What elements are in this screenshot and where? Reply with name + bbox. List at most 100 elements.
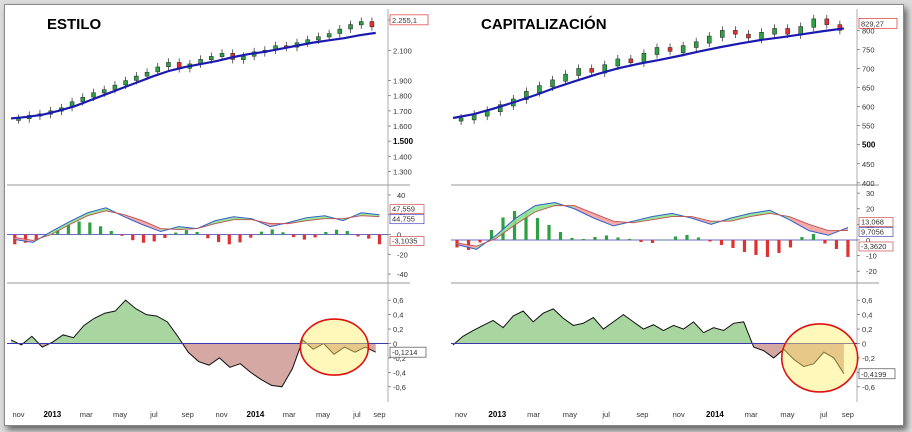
- moving-average-line: [452, 27, 845, 120]
- x-tick-label: may: [780, 410, 794, 419]
- histogram-bar: [302, 234, 306, 240]
- osc-value-label: -3,3620: [861, 242, 886, 251]
- x-tick-label: 2014: [706, 410, 724, 419]
- histogram-bar: [324, 231, 328, 235]
- rs-area-fill: [306, 343, 324, 350]
- rs-tick-label: -0,6: [393, 383, 406, 392]
- histogram-bar: [765, 239, 770, 257]
- candle: [654, 47, 660, 55]
- y-tick-label: 800: [862, 26, 875, 35]
- osc-tick-label: 20: [866, 205, 874, 214]
- candle: [680, 45, 686, 53]
- osc-band-fill: [496, 218, 516, 239]
- candle: [337, 28, 343, 34]
- rs-tick-label: 0: [862, 340, 866, 349]
- histogram-bar: [88, 222, 92, 235]
- candle: [720, 30, 725, 38]
- histogram-bar: [834, 239, 839, 249]
- y-tick-label: 450: [862, 160, 875, 169]
- y-tick-label: 1.500: [393, 137, 414, 146]
- osc-band-fill: [574, 205, 594, 219]
- osc-band-fill: [730, 213, 751, 222]
- histogram-bar: [334, 229, 339, 235]
- candle: [811, 18, 817, 28]
- osc-tick-label: -20: [866, 267, 877, 276]
- chart-title: CAPITALIZACIÓN: [481, 15, 607, 33]
- histogram-bar: [259, 231, 264, 235]
- x-tick-label: 2013: [43, 410, 61, 419]
- y-tick-label: 550: [862, 122, 875, 131]
- histogram-bar: [227, 234, 231, 245]
- candle: [693, 41, 699, 48]
- histogram-bar: [478, 239, 482, 243]
- histogram-bar: [650, 239, 655, 243]
- rs-tick-label: 0,2: [393, 325, 403, 334]
- osc-tick-label: 30: [866, 189, 874, 198]
- histogram-bar: [823, 239, 827, 244]
- price-last-value: 829,27: [861, 19, 884, 28]
- candle: [550, 79, 555, 88]
- histogram-bar: [696, 237, 701, 240]
- osc-band-fill: [215, 216, 234, 224]
- candle: [123, 80, 128, 86]
- histogram-bar: [685, 234, 689, 240]
- osc-band-fill: [750, 210, 770, 217]
- histogram-bar: [195, 231, 199, 235]
- x-tick-label: nov: [673, 410, 685, 419]
- x-tick-label: sep: [182, 410, 194, 419]
- candle: [563, 73, 568, 82]
- osc-tick-label: 0: [397, 231, 401, 240]
- rs-area-fill: [49, 300, 183, 344]
- x-tick-label: may: [563, 410, 577, 419]
- candle: [358, 21, 364, 26]
- histogram-bar: [639, 239, 643, 242]
- histogram-bar: [788, 239, 793, 248]
- y-tick-label: 400: [862, 179, 875, 188]
- candle: [824, 18, 830, 25]
- price-last-value: 2.255,1: [392, 16, 417, 25]
- histogram-bar: [846, 239, 850, 257]
- x-tick-label: sep: [373, 410, 385, 419]
- histogram-bar: [547, 224, 551, 240]
- x-tick-label: may: [113, 410, 127, 419]
- candle: [241, 56, 246, 60]
- candle: [166, 62, 171, 68]
- histogram-bar: [345, 231, 349, 235]
- x-tick-label: nov: [455, 410, 467, 419]
- histogram-bar: [77, 221, 81, 235]
- candle: [219, 53, 225, 57]
- x-tick-label: mar: [745, 410, 758, 419]
- osc-tick-label: -40: [397, 270, 408, 279]
- histogram-bar: [558, 231, 563, 240]
- candle: [458, 117, 464, 122]
- osc-band-fill: [51, 221, 70, 235]
- rs-tick-label: 0: [393, 340, 397, 349]
- osc-value-label: 44,755: [392, 215, 415, 224]
- candle: [837, 24, 843, 31]
- candle: [785, 28, 790, 35]
- candle: [667, 47, 673, 52]
- rs-tick-label: 0,2: [862, 325, 872, 334]
- x-tick-label: jul: [601, 410, 610, 419]
- candle: [537, 85, 542, 93]
- osc-value-label: 47,559: [392, 205, 415, 214]
- osc-value-label: 13,068: [861, 217, 884, 226]
- osc-tick-label: -20: [397, 250, 408, 259]
- rs-tick-label: 0,4: [862, 311, 872, 320]
- osc-value-box: [389, 204, 425, 215]
- rs-area-fill: [182, 343, 302, 387]
- candle: [91, 92, 96, 98]
- histogram-bar: [616, 237, 620, 240]
- x-tick-label: sep: [636, 410, 648, 419]
- rs-area-fill: [23, 336, 39, 344]
- rs-tick-label: -0,2: [393, 354, 406, 363]
- osc-tick-label: -10: [866, 252, 877, 261]
- y-tick-label: 750: [862, 45, 875, 54]
- histogram-bar: [673, 236, 678, 240]
- histogram-bar: [662, 239, 666, 241]
- osc-value-box: [858, 241, 894, 252]
- histogram-bar: [777, 239, 781, 253]
- rs-tick-label: 0,6: [393, 296, 403, 305]
- candle: [628, 58, 634, 63]
- candle: [155, 66, 161, 73]
